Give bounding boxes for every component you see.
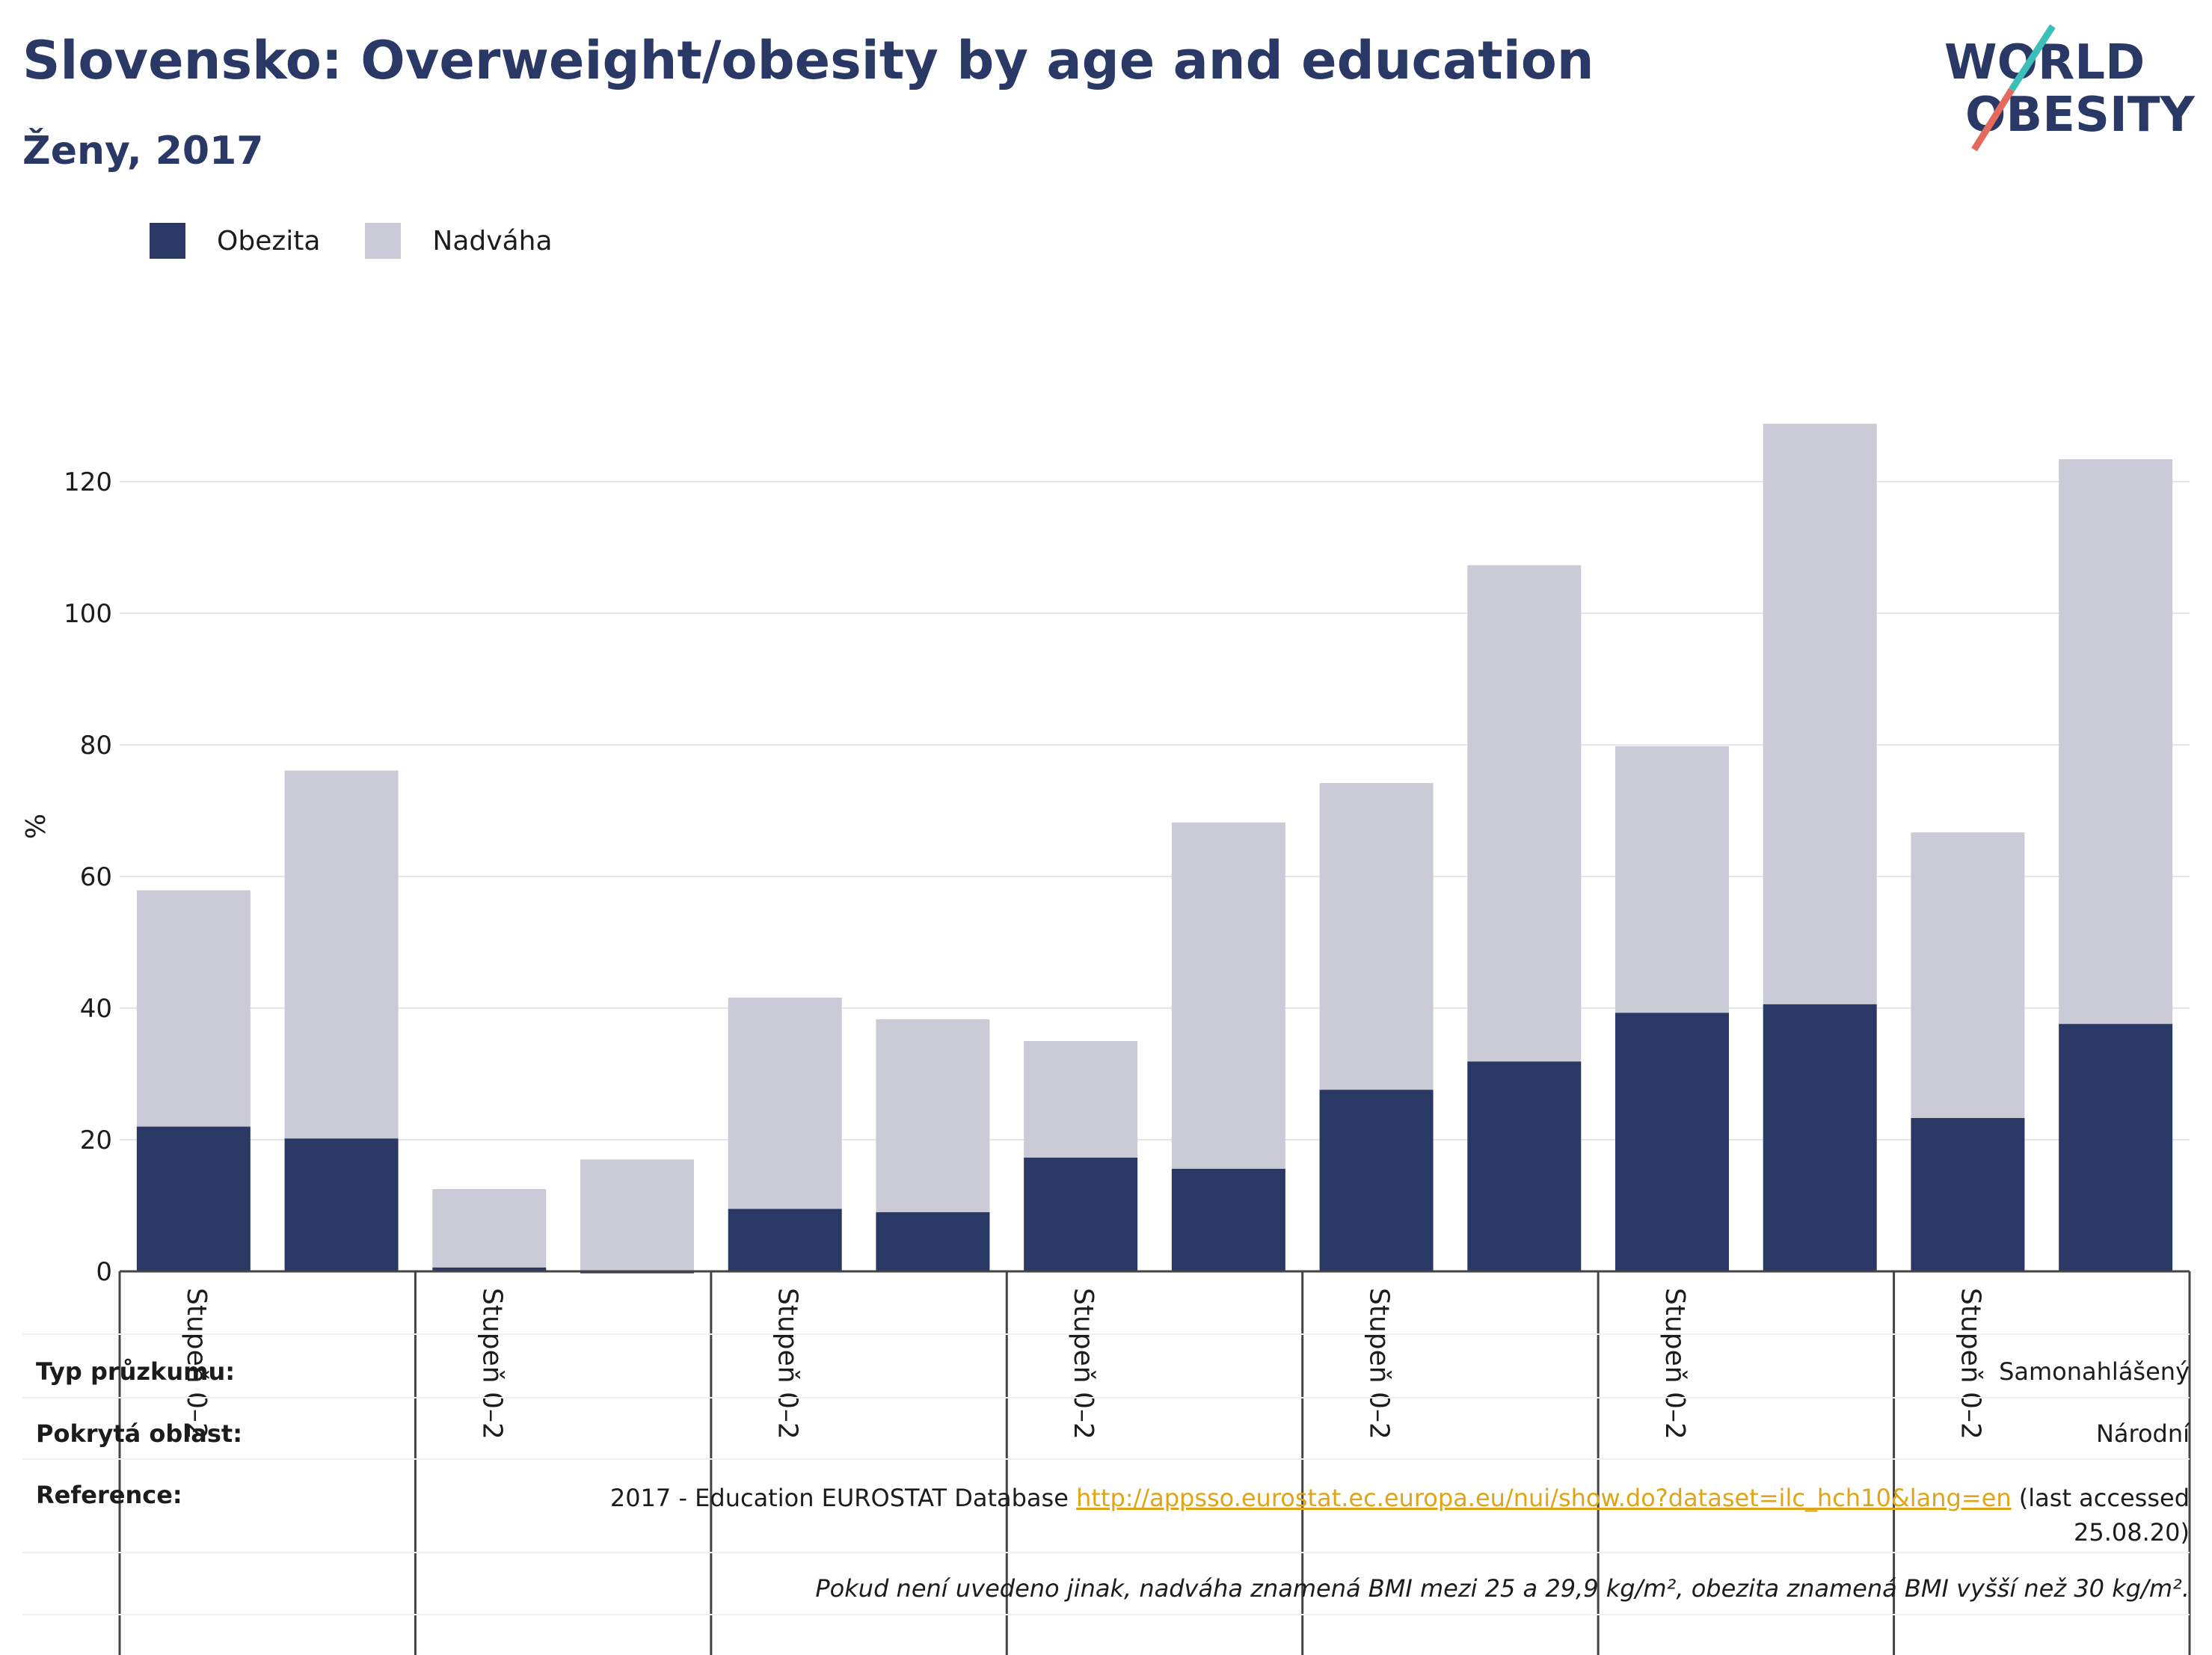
bar-obezita — [2059, 1024, 2173, 1271]
axes — [118, 1270, 2191, 1655]
bar-obezita — [1763, 1004, 1877, 1271]
y-tick-label: 0 — [96, 1257, 112, 1287]
x-group-label: Stupeň 0–2 — [1659, 1288, 1690, 1440]
legend-label-obezita: Obezita — [217, 225, 321, 257]
bar-nadvaha — [1319, 783, 1434, 1090]
bar-nadvaha — [1911, 832, 2025, 1118]
bar-obezita — [1911, 1117, 2025, 1271]
chart-title: Slovensko: Overweight/obesity by age and… — [22, 30, 1594, 91]
legend-item-obezita[interactable]: Obezita — [150, 223, 320, 259]
y-axis-label: % — [21, 814, 52, 839]
table-divider — [22, 1333, 2190, 1335]
bar-nadvaha — [1024, 1041, 1138, 1158]
logo-coral-stroke — [1971, 87, 2015, 152]
y-tick-label: 60 — [80, 862, 112, 892]
legend-label-nadvaha: Nadváha — [432, 225, 553, 257]
bar-nadvaha — [1615, 746, 1729, 1013]
bar-obezita — [1319, 1090, 1434, 1271]
y-tick-label: 40 — [80, 994, 112, 1024]
grid-lines — [120, 481, 2190, 1140]
legend-item-nadvaha[interactable]: Nadváha — [365, 223, 553, 259]
bar-obezita — [1467, 1061, 1582, 1271]
x-group-label: Stupeň 0–2 — [1364, 1288, 1395, 1440]
bar-nadvaha — [284, 770, 399, 1139]
chart-subtitle: Ženy, 2017 — [22, 129, 264, 174]
table-divider — [22, 1397, 2190, 1398]
world-obesity-logo: WORLD OBESITY — [1944, 24, 2195, 152]
bar-obezita — [284, 1138, 399, 1271]
table-divider — [22, 1552, 2190, 1553]
logo-teal-stroke — [2009, 24, 2056, 92]
bar-nadvaha — [2059, 459, 2173, 1025]
reference-accessed-date: 25.08.20) — [2074, 1518, 2190, 1547]
bar-nadvaha — [728, 997, 842, 1209]
legend-swatch-nadvaha — [365, 223, 402, 259]
area-label: Pokrytá oblast: — [36, 1419, 242, 1448]
bar-obezita — [136, 1126, 251, 1271]
bar-nadvaha — [1171, 822, 1285, 1169]
tick-labels: 0 20 40 60 80 100 120% Stupeň 0–2 Stupeň 0–2 Stup… — [21, 467, 1985, 1440]
chart-legend: Obezita Nadváha — [150, 223, 597, 259]
bar-obezita — [876, 1212, 990, 1271]
y-tick-label: 120 — [64, 467, 112, 497]
reference-suffix: (last accessed — [2011, 1484, 2190, 1512]
bar-obezita — [1615, 1013, 1729, 1271]
x-group-label: Stupeň 0–2 — [476, 1288, 507, 1440]
bar-nadvaha — [580, 1159, 694, 1271]
bar-obezita — [728, 1209, 842, 1271]
bar-obezita — [1171, 1168, 1285, 1271]
bar-nadvaha — [136, 890, 251, 1127]
bar-obezita — [1024, 1157, 1138, 1271]
survey-type-label: Typ průzkumu: — [36, 1357, 236, 1386]
reference-prefix: 2017 - Education EUROSTAT Database — [609, 1484, 1077, 1512]
x-group-label: Stupeň 0–2 — [181, 1288, 212, 1440]
bar-nadvaha — [1763, 423, 1877, 1004]
reference-label: Reference: — [36, 1481, 182, 1509]
y-tick-label: 20 — [80, 1126, 112, 1155]
definition-note: Pokud není uvedeno jinak, nadváha znamen… — [815, 1574, 2190, 1603]
legend-swatch-obezita — [150, 223, 185, 259]
area-value: Národní — [2095, 1419, 2190, 1448]
reference-value: 2017 - Education EUROSTAT Database http:… — [610, 1481, 2190, 1550]
survey-type-value: Samonahlášený — [1999, 1357, 2190, 1386]
table-divider — [22, 1458, 2190, 1460]
y-tick-label: 100 — [64, 599, 112, 629]
bar-nadvaha — [1467, 565, 1582, 1062]
x-group-label: Stupeň 0–2 — [1955, 1288, 1985, 1440]
table-divider — [22, 1614, 2190, 1615]
bar-nadvaha — [432, 1189, 547, 1268]
y-tick-label: 80 — [80, 731, 112, 761]
reference-link[interactable]: http://appsso.eurostat.ec.europa.eu/nui/… — [1076, 1484, 2012, 1512]
bar-obezita — [432, 1267, 547, 1271]
x-group-label: Stupeň 0–2 — [772, 1288, 803, 1440]
x-group-label: Stupeň 0–2 — [1068, 1288, 1099, 1440]
bars — [136, 423, 2173, 1274]
bar-nadvaha — [876, 1019, 990, 1212]
